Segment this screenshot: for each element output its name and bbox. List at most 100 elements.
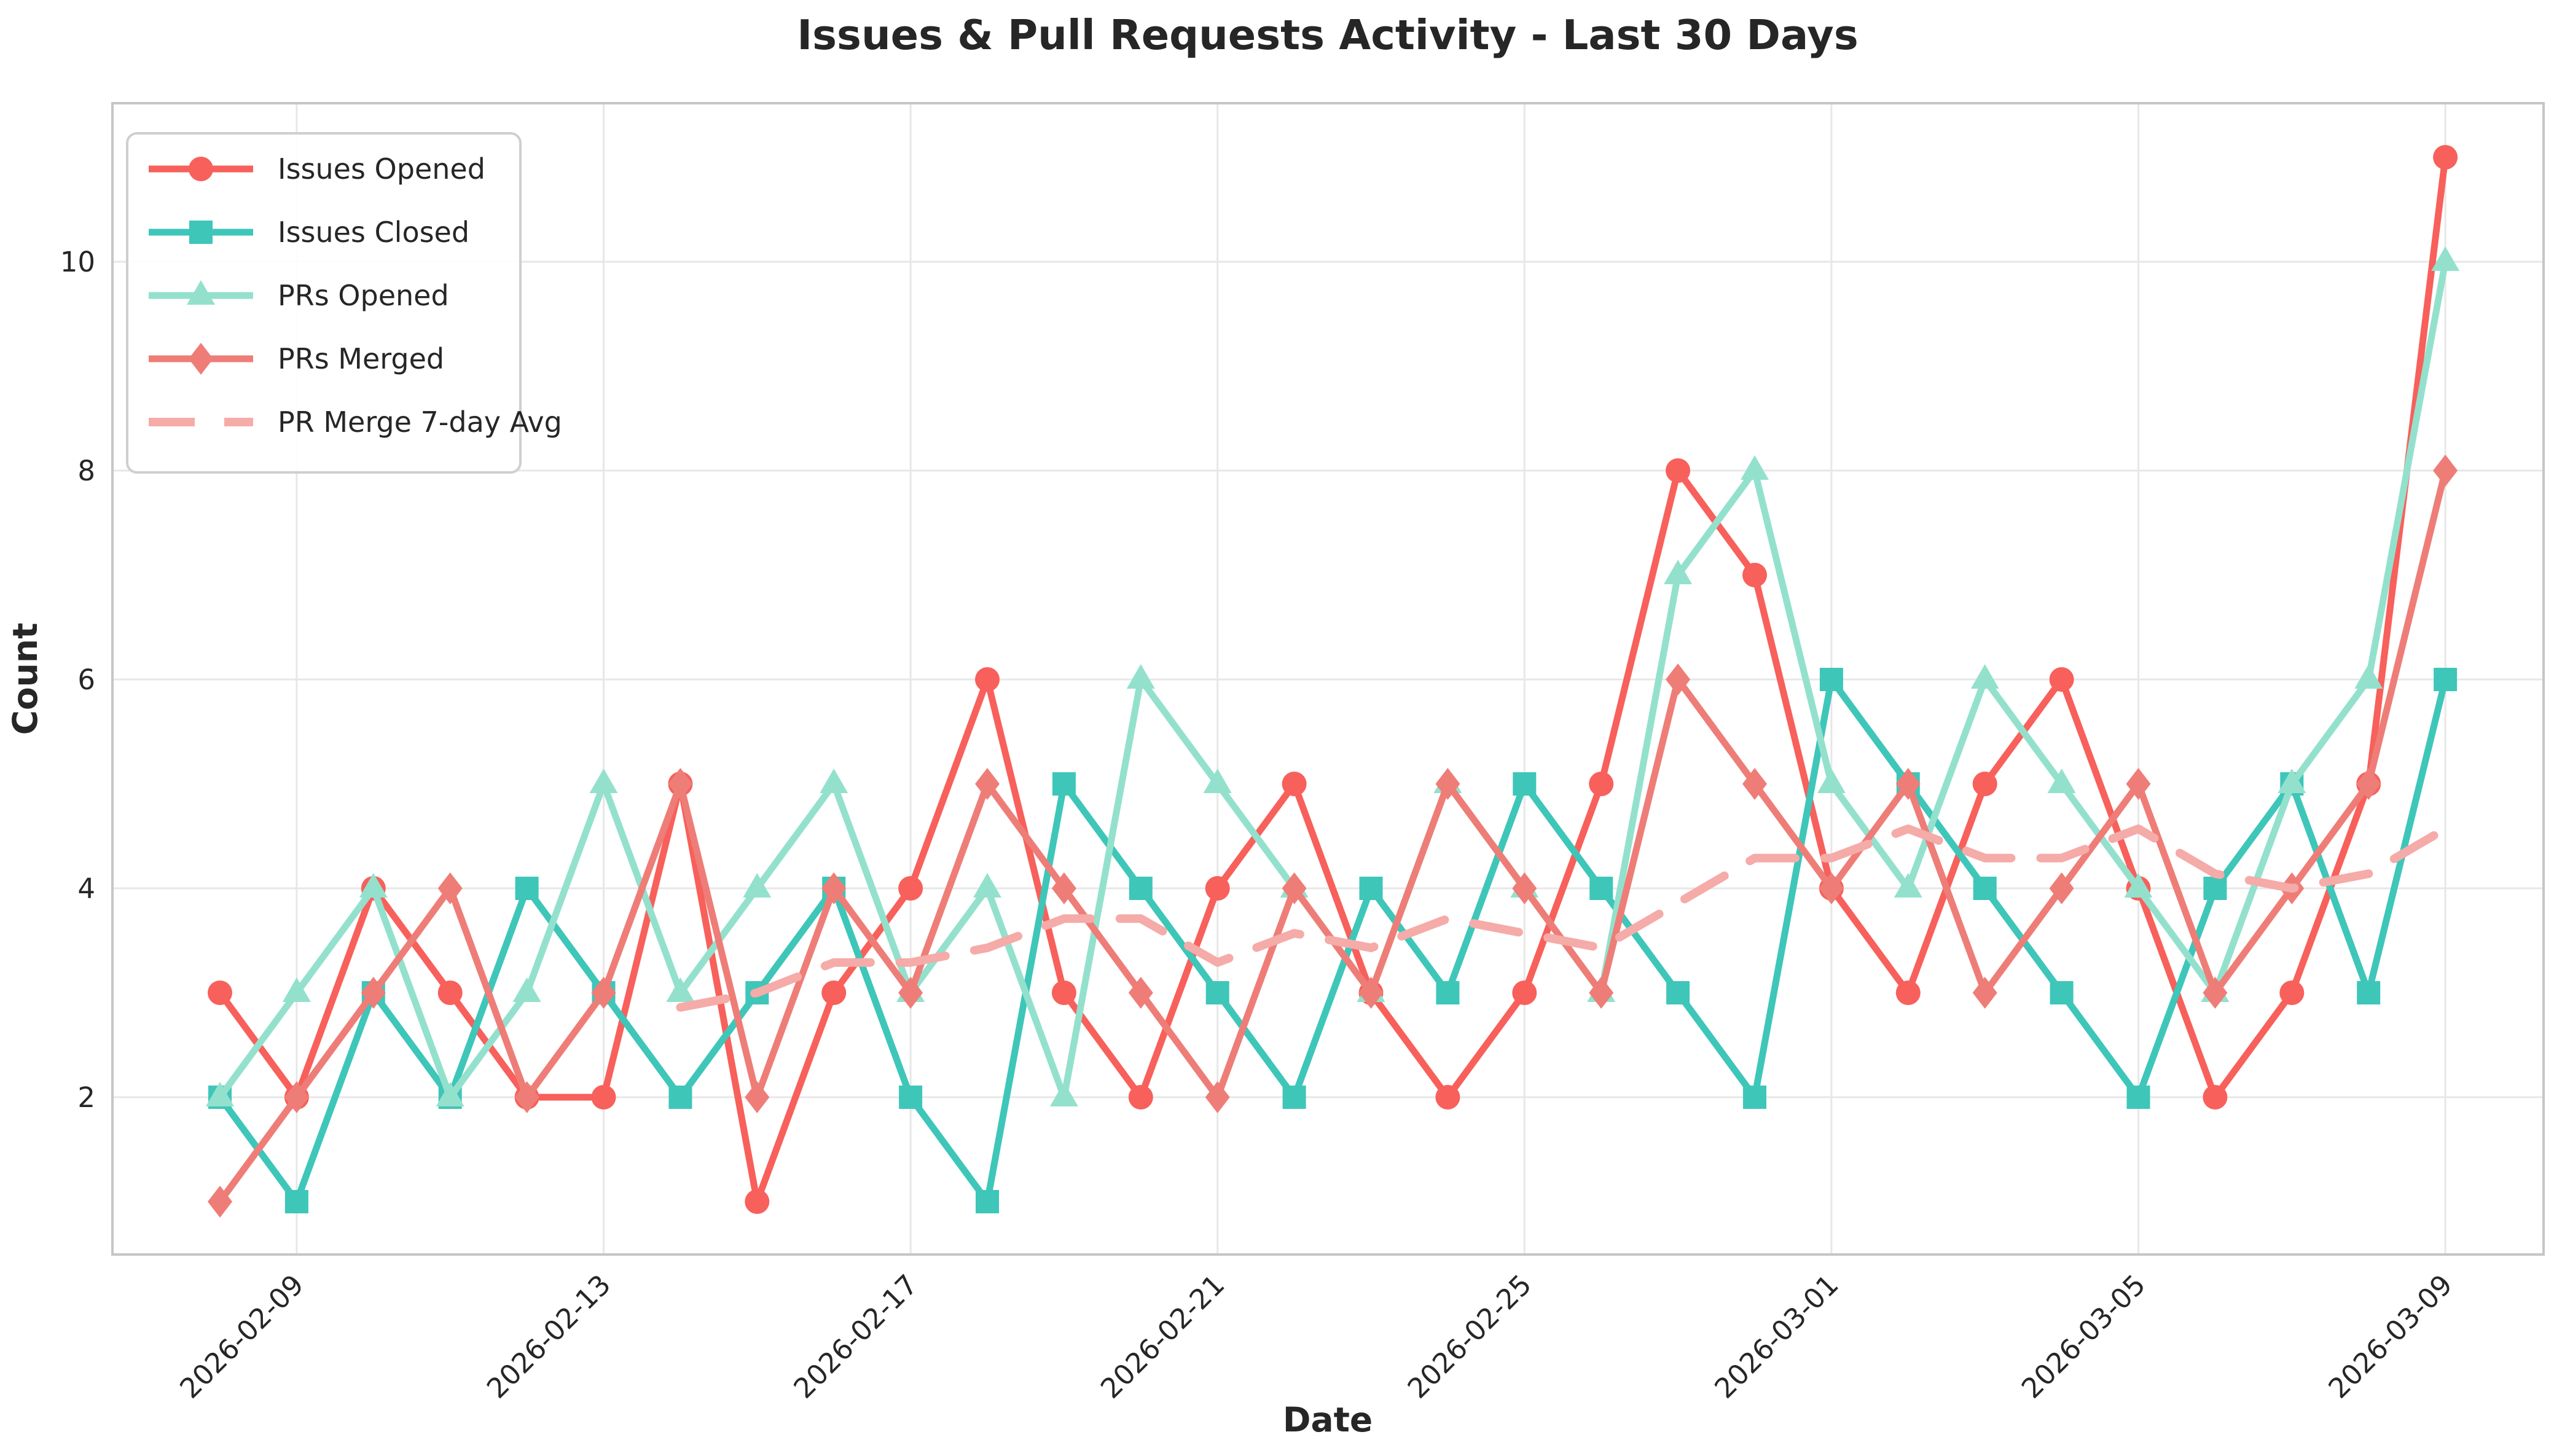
issues-closed-marker: [1282, 1086, 1306, 1109]
issues-closed-marker: [1819, 668, 1843, 691]
prs-merged-marker: [1819, 872, 1844, 904]
issues-closed-marker: [515, 877, 539, 900]
prs-merged-marker: [1972, 977, 1997, 1009]
prs-opened-marker: [1664, 560, 1693, 584]
issues-opened-marker: [1742, 563, 1767, 587]
issues-closed-marker: [1973, 877, 1997, 900]
legend-box: [126, 132, 522, 474]
data-series: [206, 145, 2460, 1218]
x-tick-label: 2026-03-09: [2322, 1268, 2458, 1404]
prs-opened-marker: [282, 977, 311, 1002]
issues-closed-marker: [2126, 1086, 2150, 1109]
prs-opened-marker: [820, 769, 848, 793]
issues-opened-marker: [975, 667, 1000, 692]
issues-opened-marker: [2279, 980, 2305, 1005]
series-line: [216, 154, 2449, 1205]
prs-opened-marker: [973, 873, 1001, 898]
prs-opened-marker: [359, 873, 388, 898]
issues-opened-marker: [1128, 1085, 1153, 1110]
prs-merged-marker: [745, 1081, 770, 1113]
prs-opened-marker: [512, 977, 541, 1002]
prs-merged-marker: [668, 768, 693, 800]
issues-closed-marker: [899, 1086, 923, 1109]
issues-opened-marker: [591, 1085, 616, 1110]
x-tick-label: 2026-03-01: [1708, 1268, 1844, 1404]
issues-closed-marker: [976, 1190, 999, 1213]
issues-opened-marker: [2433, 145, 2458, 170]
prs-opened-marker: [2431, 246, 2460, 271]
issues-opened-marker: [1205, 876, 1230, 901]
y-tick-label: 6: [77, 663, 95, 696]
issues-opened-marker: [898, 876, 923, 901]
prs-merged-marker: [1666, 663, 1691, 695]
prs-merged-marker: [1512, 872, 1537, 904]
issues-closed-marker: [1666, 981, 1690, 1004]
prs-merged-marker: [2356, 768, 2381, 800]
prs-opened-marker: [2047, 769, 2076, 793]
y-tick-label: 4: [77, 872, 95, 905]
issues-opened-marker: [1051, 980, 1076, 1005]
series-line: [216, 676, 2449, 1205]
issues-closed-marker: [1205, 981, 1229, 1004]
legend-item: PRs Merged: [149, 342, 444, 375]
plot-border: [111, 102, 2545, 1256]
prs-opened-marker: [743, 873, 772, 898]
legend-item-label: Issues Closed: [278, 216, 469, 249]
issues-closed-marker: [1052, 772, 1076, 796]
prs-merged-marker: [1205, 1081, 1230, 1113]
issues-opened-marker: [745, 1189, 770, 1214]
issues-opened-marker: [437, 980, 463, 1005]
issues-closed-marker: [2434, 668, 2458, 691]
prs-merged-marker: [284, 1081, 309, 1113]
issues-closed-marker: [1359, 877, 1383, 900]
issues-closed-marker: [2357, 981, 2381, 1004]
issues-opened-marker: [1282, 772, 1307, 796]
prs-opened-marker: [2354, 664, 2383, 689]
issues-closed-marker: [1129, 877, 1153, 900]
prs-merged-marker: [1282, 872, 1307, 904]
prs-merged-marker: [975, 768, 1000, 800]
prs-merged-marker: [821, 872, 847, 904]
prs-merged-marker: [361, 977, 386, 1009]
issues-closed-marker: [1513, 772, 1537, 796]
prs-merged-marker: [2126, 768, 2151, 800]
issues-closed-marker: [2050, 981, 2074, 1004]
legend-item-label: Issues Opened: [278, 152, 485, 186]
x-tick-label: 2026-02-17: [787, 1268, 923, 1404]
x-tick-label: 2026-02-25: [1401, 1268, 1538, 1404]
prs-opened-marker: [206, 1082, 234, 1106]
legend-item: Issues Closed: [149, 216, 469, 249]
prs-opened-marker: [589, 769, 618, 793]
prs-opened-marker: [187, 280, 215, 305]
prs-merged-marker: [1051, 872, 1076, 904]
legend: Issues Opened Issues Closed PRs Opened PRs …: [126, 132, 562, 474]
prs-opened-marker: [1203, 769, 1232, 793]
prs-opened-marker: [2278, 769, 2306, 793]
prs-opened-marker: [436, 1082, 464, 1106]
issues-opened-marker: [1666, 458, 1691, 483]
issues-closed-marker: [1436, 981, 1460, 1004]
x-tick-label: 2026-02-09: [173, 1268, 310, 1404]
legend-item-label: PR Merge 7-day Avg: [278, 405, 562, 439]
prs-merged-marker: [1358, 977, 1384, 1009]
issues-closed-marker: [1589, 877, 1613, 900]
issues-opened-marker: [2049, 667, 2074, 692]
prs-opened-marker: [2124, 873, 2153, 898]
prs-merged-marker: [208, 1186, 232, 1218]
prs-merged-marker: [2049, 872, 2074, 904]
prs-opened-marker: [1741, 455, 1769, 480]
legend-item-label: PRs Merged: [278, 342, 444, 375]
prs-merged-marker: [898, 977, 923, 1009]
issues-opened-marker: [1895, 980, 1921, 1005]
prs-opened-marker: [1049, 1082, 1078, 1106]
issues-opened-marker: [821, 980, 847, 1005]
legend-item: PRs Opened: [149, 279, 449, 312]
issues-closed-marker: [189, 221, 213, 244]
chart-title: Issues & Pull Requests Activity - Last 3…: [797, 11, 1858, 59]
series-pr-merge-7-day-avg: [676, 824, 2450, 1012]
prs-merged-marker: [1128, 977, 1153, 1009]
prs-merged-marker: [591, 977, 616, 1009]
issues-opened-marker: [208, 980, 232, 1005]
